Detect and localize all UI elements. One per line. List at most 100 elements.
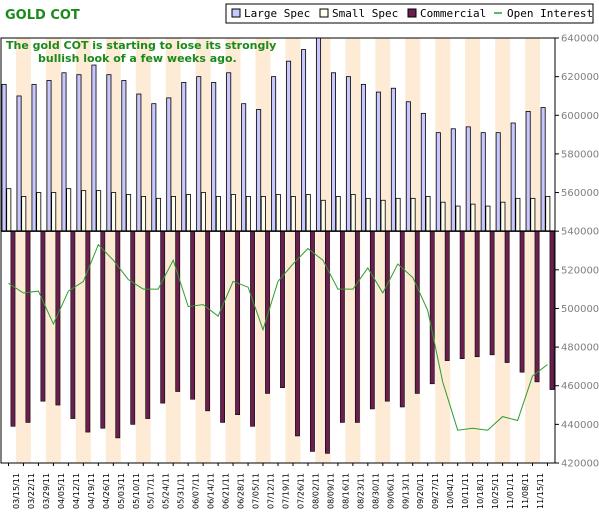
commercial-bar: [310, 230, 315, 452]
large-spec-bar: [181, 82, 187, 232]
small-spec-bar: [335, 196, 341, 232]
commercial-bar: [295, 230, 300, 437]
large-spec-bar: [91, 64, 97, 232]
large-spec-bar: [271, 76, 277, 232]
commercial-bar: [160, 230, 166, 404]
commercial-bar: [339, 230, 345, 423]
small-spec-bar: [156, 197, 162, 232]
large-spec-bar: [450, 128, 456, 232]
small-spec-bar: [485, 205, 491, 232]
large-spec-bar: [465, 126, 471, 232]
x-tick-label: 06/07/11: [192, 473, 201, 509]
x-tick-label: 08/23/11: [356, 473, 365, 509]
open-interest-line: [8, 243, 548, 431]
small-spec-bar: [275, 194, 281, 232]
commercial-bar: [414, 230, 420, 394]
commercial-bar: [369, 230, 375, 410]
x-tick-label: 04/19/11: [87, 473, 96, 509]
legend: Large Spec Small Spec Commercial Open In…: [225, 3, 594, 24]
large-spec-bar: [136, 93, 142, 232]
small-spec-bar: [410, 197, 416, 232]
large-spec-bar: [540, 107, 546, 232]
large-spec-bar: [196, 76, 202, 232]
plot-area: [0, 37, 556, 464]
small-spec-bar: [245, 196, 251, 232]
y-tick-label: 540000: [561, 227, 599, 238]
x-tick-label: 10/25/11: [491, 473, 500, 509]
small-spec-bar: [305, 194, 311, 232]
large-spec-bar: [211, 82, 217, 232]
commercial-bar: [25, 230, 31, 423]
x-tick-label: 10/04/11: [446, 473, 455, 509]
large-spec-bar: [226, 72, 232, 232]
large-spec-bar: [420, 112, 426, 232]
small-spec-bar: [21, 196, 27, 232]
small-spec-bar: [425, 196, 431, 232]
large-spec-bar: [151, 103, 157, 232]
large-spec-bar: [375, 91, 381, 232]
small-spec-bar: [500, 201, 506, 232]
small-spec-bar: [320, 199, 326, 232]
x-tick-label: 07/19/11: [281, 473, 290, 509]
x-tick-label: 05/17/11: [147, 473, 156, 509]
commercial-bar: [250, 230, 255, 427]
commercial-bar: [145, 230, 151, 419]
large-spec-bar: [166, 97, 172, 232]
commercial-bar: [549, 230, 555, 390]
chart-title: GOLD COT: [5, 8, 80, 23]
commercial-bar: [384, 230, 390, 402]
x-tick-label: 09/06/11: [386, 473, 395, 509]
x-tick-label: 09/20/11: [416, 473, 425, 509]
x-tick-label: 10/11/11: [461, 473, 470, 509]
small-spec-bar: [6, 188, 12, 232]
legend-item-open-interest: Open Interest: [494, 7, 593, 20]
small-spec-bar: [81, 190, 87, 232]
large-spec-bar: [510, 122, 516, 232]
small-spec-bar: [230, 194, 236, 232]
x-tick-label: 05/03/11: [117, 473, 126, 509]
small-spec-bar: [440, 201, 446, 232]
small-spec-bar: [185, 194, 191, 232]
small-spec-bar: [455, 205, 461, 232]
commercial-bar: [519, 230, 525, 373]
x-tick-label: 04/26/11: [102, 473, 111, 509]
commercial-bar: [10, 230, 16, 427]
x-axis: 03/15/11 03/22/11 03/29/11 04/05/11 04/12/11…: [7, 463, 549, 509]
y-tick-label: 580000: [561, 149, 599, 160]
large-spec-bar: [330, 72, 336, 232]
y-tick-label: 500000: [561, 304, 599, 315]
small-spec-bar: [395, 197, 401, 232]
commercial-bar: [100, 230, 106, 429]
x-tick-label: 10/18/11: [476, 473, 485, 509]
commercial-bar: [429, 230, 435, 385]
small-spec-bar: [111, 192, 117, 232]
commercial-bar: [220, 230, 226, 423]
x-tick-label: 11/15/11: [536, 473, 545, 509]
small-spec-bar: [200, 192, 206, 232]
x-tick-label: 09/27/11: [431, 473, 440, 509]
x-tick-label: 04/05/11: [57, 473, 66, 509]
large-spec-bar: [241, 103, 247, 232]
x-tick-label: 03/29/11: [42, 473, 51, 509]
commercial-bar: [190, 230, 196, 400]
large-spec-bar: [121, 80, 127, 232]
small-spec-bar: [170, 196, 176, 232]
large-spec-bar: [106, 74, 112, 232]
commercial-bar: [280, 230, 285, 388]
large-spec-bar: [256, 109, 262, 232]
large-spec-bar: [390, 87, 396, 232]
small-spec-bar: [515, 197, 521, 232]
commercial-bar: [489, 230, 495, 356]
commercial-bar: [325, 230, 330, 454]
x-tick-label: 07/05/11: [252, 473, 261, 509]
legend-label-commercial: Commercial: [420, 7, 486, 20]
commercial-bar: [130, 230, 136, 425]
legend-item-small-spec: Small Spec: [319, 7, 398, 20]
x-tick-label: 03/15/11: [12, 473, 21, 509]
large-spec-bar: [16, 95, 22, 232]
y-axis: 640000 620000 600000 580000 560000 540000 5200…: [555, 34, 599, 470]
large-spec-bar: [1, 83, 7, 232]
large-spec-bar: [61, 72, 67, 232]
commercial-bar: [85, 230, 91, 433]
